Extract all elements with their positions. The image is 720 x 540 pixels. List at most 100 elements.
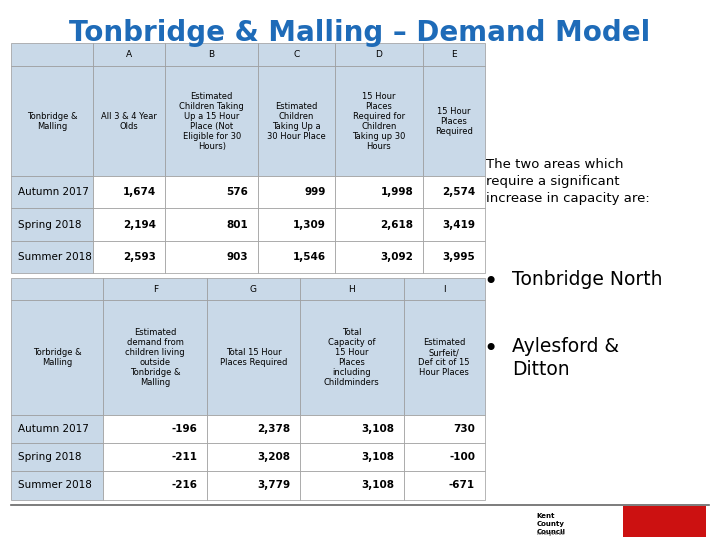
Text: -216: -216	[172, 481, 198, 490]
Text: -196: -196	[172, 424, 198, 434]
Text: 3,108: 3,108	[361, 481, 394, 490]
Bar	[404, 300, 485, 415]
Bar	[166, 66, 258, 176]
Text: 730: 730	[453, 424, 475, 434]
Bar	[11, 278, 103, 300]
Text: Spring 2018: Spring 2018	[18, 219, 81, 230]
Bar	[11, 43, 93, 66]
Bar	[11, 66, 93, 176]
Text: Tonbridge &
Malling: Tonbridge & Malling	[27, 112, 77, 131]
Text: Summer 2018: Summer 2018	[18, 481, 91, 490]
Text: The two areas which
require a significant
increase in capacity are:: The two areas which require a significan…	[486, 158, 649, 205]
Bar	[258, 176, 336, 208]
Bar	[11, 443, 103, 471]
Bar	[166, 241, 258, 273]
Text: Estimated
demand from
children living
outside
Tonbridge &
Malling: Estimated demand from children living ou…	[125, 328, 185, 387]
Bar	[207, 471, 300, 500]
Bar	[207, 415, 300, 443]
Bar	[423, 208, 485, 241]
Bar	[103, 300, 207, 415]
Text: 1,309: 1,309	[293, 219, 325, 230]
Text: -211: -211	[172, 453, 198, 462]
Bar	[103, 443, 207, 471]
Text: 2,618: 2,618	[380, 219, 413, 230]
Text: -671: -671	[449, 481, 475, 490]
Bar	[103, 471, 207, 500]
Bar	[258, 208, 336, 241]
Bar	[11, 208, 93, 241]
Text: Torbridge &
Malling: Torbridge & Malling	[32, 348, 81, 367]
Bar	[207, 300, 300, 415]
Text: 1,998: 1,998	[381, 187, 413, 198]
Bar	[336, 66, 423, 176]
Bar	[207, 443, 300, 471]
Text: •: •	[484, 270, 498, 294]
Text: Total
Capacity of
15 Hour
Places
including
Childminders: Total Capacity of 15 Hour Places includi…	[324, 328, 379, 387]
Bar	[336, 43, 423, 66]
Bar	[166, 176, 258, 208]
Text: Kent: Kent	[536, 513, 554, 519]
Text: •: •	[484, 336, 498, 361]
Bar	[11, 241, 93, 273]
Bar	[404, 415, 485, 443]
Text: Council: Council	[536, 529, 565, 535]
Text: Estimated
Surfeit/
Def cit of 15
Hour Places: Estimated Surfeit/ Def cit of 15 Hour Pl…	[418, 338, 470, 377]
Text: C: C	[294, 50, 300, 59]
Text: County: County	[536, 521, 564, 527]
Bar	[11, 471, 103, 500]
Text: All 3 & 4 Year
Olds: All 3 & 4 Year Olds	[102, 112, 157, 131]
Text: E: E	[451, 50, 456, 59]
Bar	[258, 66, 336, 176]
Text: Estimated
Children Taking
Up a 15 Hour
Place (Not
Eligible for 30
Hours): Estimated Children Taking Up a 15 Hour P…	[179, 92, 244, 151]
Text: 3,108: 3,108	[361, 424, 394, 434]
Text: 15 Hour
Places
Required: 15 Hour Places Required	[435, 107, 472, 136]
Bar	[336, 241, 423, 273]
Text: 3,419: 3,419	[442, 219, 475, 230]
Text: 2,378: 2,378	[257, 424, 290, 434]
Text: 3,779: 3,779	[257, 481, 290, 490]
Text: G: G	[250, 285, 257, 294]
Text: Total 15 Hour
Places Required: Total 15 Hour Places Required	[220, 348, 287, 367]
Bar	[300, 278, 404, 300]
Text: F: F	[153, 285, 158, 294]
Bar	[103, 278, 207, 300]
Text: 2,574: 2,574	[442, 187, 475, 198]
Bar	[207, 278, 300, 300]
Bar	[93, 208, 166, 241]
Text: Summer 2018: Summer 2018	[18, 252, 91, 262]
Bar	[300, 471, 404, 500]
Bar	[423, 241, 485, 273]
Text: 1,674: 1,674	[122, 187, 156, 198]
Bar	[93, 176, 166, 208]
Bar	[93, 241, 166, 273]
Bar	[93, 43, 166, 66]
Bar	[93, 66, 166, 176]
Text: A: A	[126, 50, 132, 59]
Text: 2,194: 2,194	[123, 219, 156, 230]
Bar	[166, 43, 258, 66]
Bar	[300, 300, 404, 415]
Text: 801: 801	[227, 219, 248, 230]
Text: -100: -100	[449, 453, 475, 462]
Bar	[336, 208, 423, 241]
Text: 2,593: 2,593	[123, 252, 156, 262]
Bar	[404, 278, 485, 300]
Bar	[11, 415, 103, 443]
Text: 3,995: 3,995	[442, 252, 475, 262]
Bar	[623, 506, 706, 537]
Bar	[300, 443, 404, 471]
Bar	[258, 43, 336, 66]
Text: 3,108: 3,108	[361, 453, 394, 462]
Text: B: B	[209, 50, 215, 59]
Bar	[11, 176, 93, 208]
Text: Autumn 2017: Autumn 2017	[18, 187, 89, 198]
Bar	[300, 415, 404, 443]
Text: Aylesford &
Ditton: Aylesford & Ditton	[512, 336, 619, 379]
Text: kent.gov.uk: kent.gov.uk	[536, 531, 564, 536]
Bar	[423, 66, 485, 176]
Text: 1,546: 1,546	[292, 252, 325, 262]
Text: 999: 999	[305, 187, 325, 198]
Text: 15 Hour
Places
Required for
Children
Taking up 30
Hours: 15 Hour Places Required for Children Tak…	[352, 92, 405, 151]
Text: Tonbridge & Malling – Demand Model: Tonbridge & Malling – Demand Model	[69, 19, 651, 47]
Text: I: I	[443, 285, 446, 294]
